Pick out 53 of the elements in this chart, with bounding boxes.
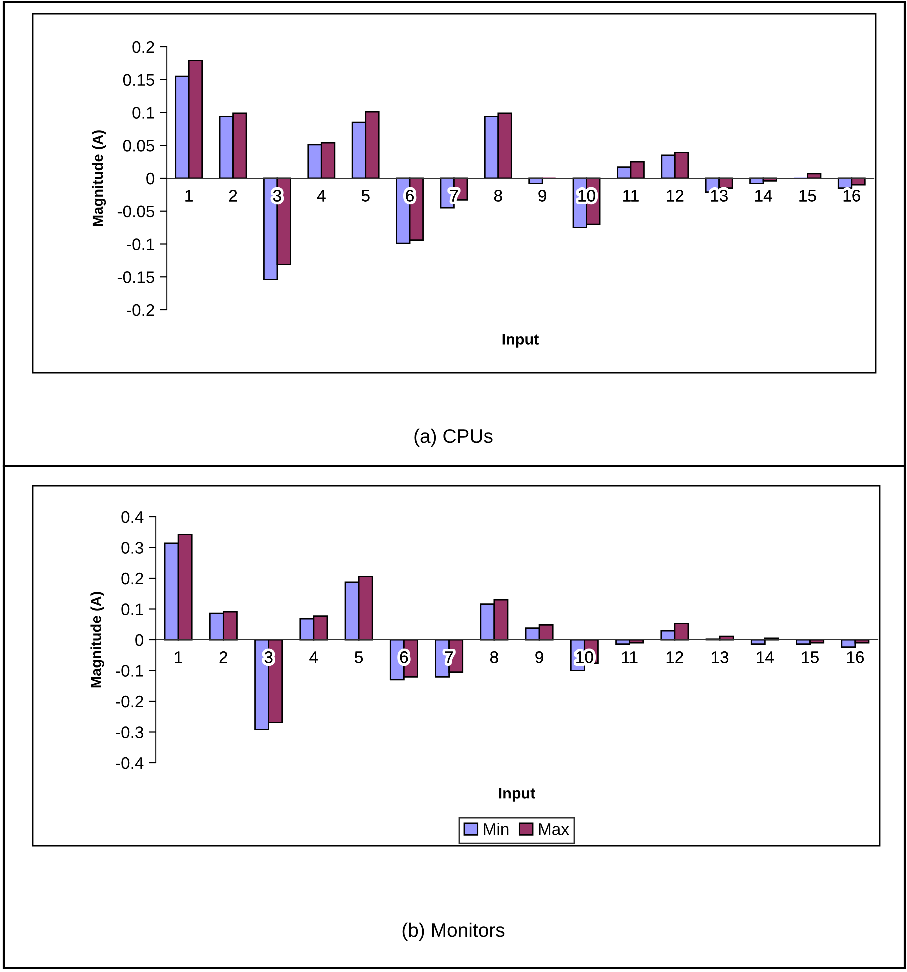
x-tick-label: 14 — [756, 190, 772, 202]
y-axis-title: Magnitude (A) — [90, 592, 104, 688]
x-tick-label: 9 — [538, 190, 546, 202]
x-tick-label: 4 — [310, 652, 318, 664]
y-tick-label: 0.4 — [122, 511, 144, 524]
y-tick-label: -0.4 — [116, 757, 144, 770]
y-tick-label: -0.3 — [116, 726, 144, 738]
x-tick-label: 1 — [186, 190, 193, 202]
x-tick-label: 5 — [362, 190, 370, 202]
x-tick-label: 10 — [578, 190, 596, 202]
x-tick-label: 13 — [712, 652, 729, 664]
x-tick-label: 16 — [844, 190, 860, 202]
y-tick-label: 0.15 — [123, 74, 154, 86]
y-tick-label: 0 — [146, 172, 155, 185]
y-tick-label: -0.2 — [116, 696, 144, 708]
x-tick-label: 8 — [494, 190, 502, 202]
x-axis-title: Input — [502, 334, 539, 348]
y-tick-label: -0.15 — [118, 272, 154, 284]
y-tick-label: 0.1 — [122, 604, 144, 616]
legend-label: Min — [484, 823, 509, 836]
x-tick-label: 2 — [229, 190, 238, 202]
x-tick-label: 11 — [624, 190, 639, 202]
x-tick-label: 12 — [666, 652, 684, 664]
x-tick-label: 13 — [711, 190, 728, 202]
y-tick-label: -0.1 — [127, 238, 154, 250]
x-tick-label: 9 — [536, 652, 544, 664]
x-tick-label: 8 — [490, 652, 498, 664]
x-tick-label: 14 — [757, 652, 774, 664]
x-tick-label: 16 — [847, 652, 864, 664]
x-tick-label: 4 — [317, 190, 326, 202]
x-tick-label: 11 — [622, 652, 638, 664]
y-tick-label: 0 — [136, 634, 144, 646]
x-tick-label: 10 — [576, 652, 594, 664]
x-axis-title: Input — [499, 788, 536, 802]
x-tick-label: 2 — [220, 652, 228, 664]
y-tick-label: -0.2 — [127, 304, 154, 316]
x-tick-label: 1 — [175, 652, 182, 664]
text: (b) Monitors — [402, 922, 505, 942]
x-tick-label: 12 — [667, 190, 684, 202]
legend-label: Max — [539, 824, 570, 836]
y-tick-label: -0.05 — [118, 206, 154, 218]
y-tick-label: 0.05 — [123, 140, 154, 152]
y-tick-label: 0.2 — [122, 572, 144, 585]
x-tick-label: 6 — [406, 190, 414, 202]
text: (a) CPUs — [414, 428, 493, 448]
y-axis-title: Magnitude (A) — [92, 130, 106, 226]
x-tick-label: 15 — [802, 652, 819, 664]
y-tick-label: 0.2 — [132, 41, 154, 54]
x-tick-label: 5 — [355, 652, 363, 664]
x-tick-label: 15 — [800, 190, 816, 202]
y-tick-label: 0.1 — [132, 107, 154, 119]
y-tick-label: 0.3 — [122, 542, 144, 554]
y-tick-label: -0.1 — [116, 665, 144, 677]
